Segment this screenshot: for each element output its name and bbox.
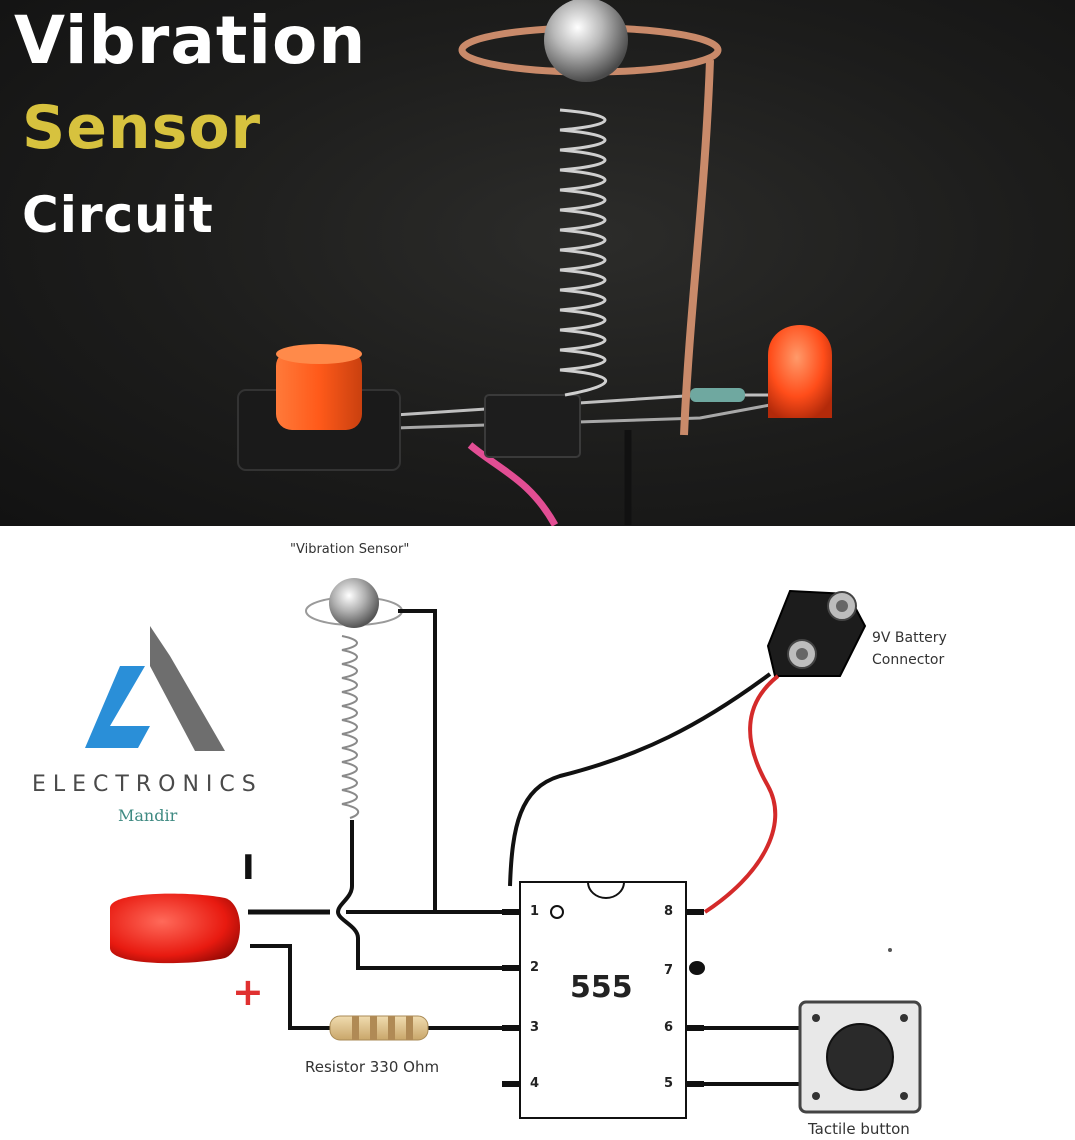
ic-left-pins	[502, 909, 520, 1087]
ic-chip	[484, 394, 581, 458]
pin-4-label: 4	[530, 1076, 540, 1091]
title-line-sensor: Sensor	[22, 93, 262, 163]
resistor-band	[406, 1016, 413, 1040]
logo-subtitle: Mandir	[118, 806, 178, 825]
battery-label-line1: 9V Battery	[872, 630, 947, 646]
wire-battery-red	[703, 674, 780, 914]
lead-wire	[394, 403, 771, 430]
ic-notch	[587, 881, 625, 899]
tactile-button-top	[276, 344, 362, 364]
pin-8-label: 8	[664, 904, 674, 919]
wire-led-plus	[250, 944, 330, 1030]
logo-name: ELECTRONICS	[32, 772, 263, 797]
led-minus-sign: I	[242, 848, 255, 888]
electronics-mandir-logo	[85, 626, 225, 751]
product-photo: Vibration Sensor Circuit	[0, 0, 1075, 526]
wire-sensor-to-pin2	[335, 820, 510, 970]
wire-battery-black	[508, 672, 772, 887]
pink-wire	[467, 442, 559, 526]
sensor-ball	[329, 578, 379, 628]
stray-dot	[888, 948, 892, 952]
battery-connector	[766, 589, 867, 677]
led-component	[110, 893, 240, 964]
ic-pin7-stub	[689, 961, 705, 975]
pin-1-label: 1	[530, 904, 540, 919]
circuit-diagram: "Vibration Sensor" 9V Battery Connector …	[0, 526, 1075, 1140]
resistor-label: Resistor 330 Ohm	[305, 1058, 440, 1076]
ic-right-pins	[686, 909, 704, 1087]
led-photo	[768, 325, 832, 418]
ic-555-label: 555	[570, 970, 633, 1005]
wiring-diagram	[85, 578, 922, 1119]
button-label: Tactile button	[808, 1120, 910, 1138]
tactile-button-cap	[276, 350, 362, 430]
sensor-label: "Vibration Sensor"	[290, 542, 410, 557]
title-line-vibration: Vibration	[14, 2, 367, 79]
resistor-band	[370, 1016, 377, 1040]
ic-pin1-dot	[550, 905, 564, 919]
pin-2-label: 2	[530, 960, 540, 975]
ic-555-body	[519, 881, 687, 1119]
resistor-band	[352, 1016, 359, 1040]
pin-3-label: 3	[530, 1020, 540, 1035]
resistor-band	[388, 1016, 395, 1040]
pin-7-label: 7	[664, 963, 674, 978]
tactile-button-plunger	[826, 1023, 894, 1091]
pin-5-label: 5	[664, 1076, 674, 1091]
resistor	[690, 388, 745, 402]
circuit-photo-illustration	[237, 0, 832, 526]
battery-label-line2: Connector	[872, 652, 945, 668]
spring	[559, 108, 608, 397]
logo-blue-stroke	[85, 666, 150, 748]
copper-wire	[680, 59, 714, 436]
wire-sensor-ring	[398, 609, 437, 912]
steel-ball	[544, 0, 628, 82]
led-plus-sign: +	[232, 970, 264, 1014]
title-line-circuit: Circuit	[22, 186, 214, 244]
sensor-spring	[341, 635, 360, 819]
pin-6-label: 6	[664, 1020, 674, 1035]
resistor-body	[329, 1015, 429, 1041]
logo-grey-stroke	[150, 626, 225, 751]
